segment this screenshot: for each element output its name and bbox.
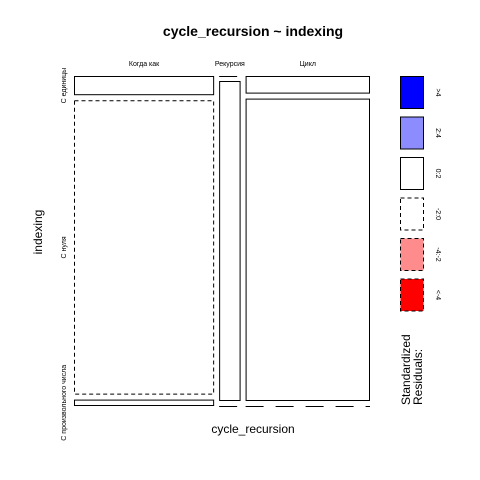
- legend-swatch-4: [400, 197, 424, 231]
- legend-label-4: -2:0: [434, 208, 441, 220]
- legend-title: Standardized Residuals:: [399, 331, 425, 405]
- column-label-рекурсия: Рекурсия: [215, 61, 245, 68]
- legend-label-5: -4:-2: [434, 247, 441, 262]
- legend-swatch-5: [400, 238, 424, 271]
- legend-swatch-2: [400, 116, 424, 150]
- legend-swatch-6: [400, 278, 424, 312]
- mosaic-cell-когда-как-с-произвольного-числа: [74, 399, 215, 407]
- chart-title: cycle_recursion ~ indexing: [163, 23, 343, 39]
- row-label-с-произвольного-числа: С произвольного числа: [61, 365, 68, 441]
- column-label-цикл: Цикл: [300, 61, 316, 68]
- y-axis-label: indexing: [31, 210, 45, 255]
- mosaic-cell-когда-как-с-единицы: [74, 76, 215, 96]
- x-axis-label: cycle_recursion: [211, 422, 294, 436]
- legend-label-2: 2:4: [434, 128, 441, 138]
- legend-swatch-1: [400, 76, 424, 109]
- legend-label-6: <-4: [434, 290, 441, 300]
- mosaic-cell-когда-как-с-нуля: [74, 100, 215, 395]
- legend-label-1: >4: [434, 89, 441, 97]
- legend-swatch-3: [400, 157, 424, 190]
- column-label-когда-как: Когда как: [129, 61, 160, 68]
- row-label-с-нуля: С нуля: [61, 236, 68, 258]
- legend-label-3: 0:2: [434, 169, 441, 179]
- mosaic-cell-цикл-с-единицы: [245, 76, 370, 94]
- row-label-с-единицы: С единицы: [61, 68, 68, 104]
- mosaic-cell-рекурсия-с-нуля: [219, 81, 241, 401]
- mosaic-cell-цикл-с-нуля: [245, 98, 370, 401]
